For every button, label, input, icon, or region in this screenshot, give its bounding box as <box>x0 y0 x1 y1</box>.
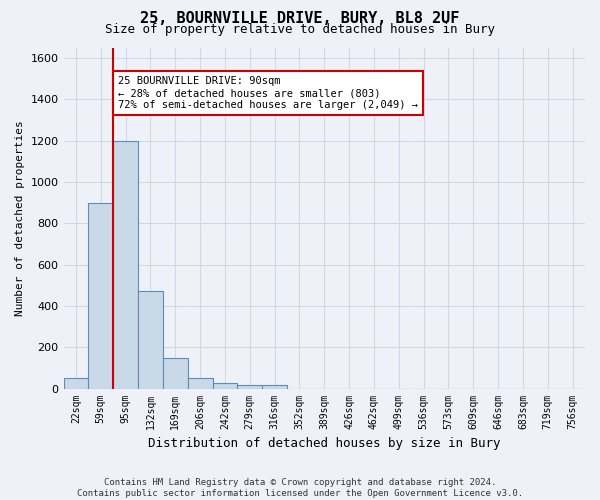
Text: Size of property relative to detached houses in Bury: Size of property relative to detached ho… <box>105 22 495 36</box>
Bar <box>212 384 238 388</box>
Bar <box>238 386 262 388</box>
Bar <box>64 378 88 388</box>
Bar <box>262 386 287 388</box>
Bar <box>113 140 138 388</box>
Bar <box>88 202 113 388</box>
X-axis label: Distribution of detached houses by size in Bury: Distribution of detached houses by size … <box>148 437 500 450</box>
Bar <box>138 292 163 388</box>
Text: Contains HM Land Registry data © Crown copyright and database right 2024.
Contai: Contains HM Land Registry data © Crown c… <box>77 478 523 498</box>
Y-axis label: Number of detached properties: Number of detached properties <box>15 120 25 316</box>
Bar <box>188 378 212 388</box>
Text: 25, BOURNVILLE DRIVE, BURY, BL8 2UF: 25, BOURNVILLE DRIVE, BURY, BL8 2UF <box>140 11 460 26</box>
Bar <box>163 358 188 388</box>
Text: 25 BOURNVILLE DRIVE: 90sqm
← 28% of detached houses are smaller (803)
72% of sem: 25 BOURNVILLE DRIVE: 90sqm ← 28% of deta… <box>118 76 418 110</box>
